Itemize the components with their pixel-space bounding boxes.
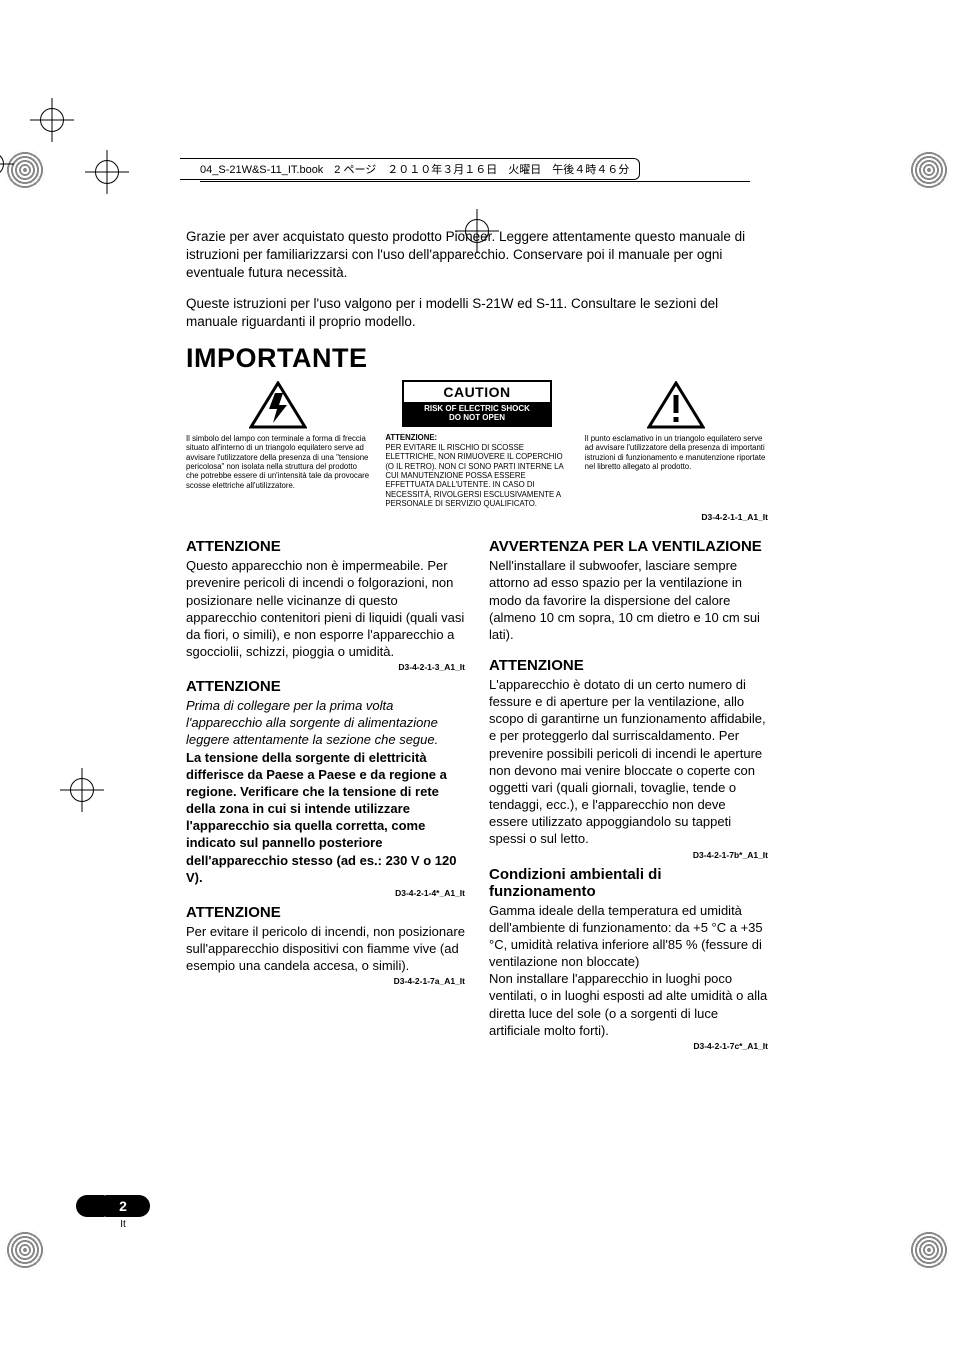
safety-col-caution: CAUTION RISK OF ELECTRIC SHOCK DO NOT OP… xyxy=(385,380,568,508)
left-c2: D3-4-2-1-4*_A1_It xyxy=(186,888,465,898)
page-number-badge: 2 xyxy=(96,1195,150,1217)
print-target-tr xyxy=(909,150,949,190)
shock-text: Il simbolo del lampo con terminale a for… xyxy=(186,434,369,490)
left-column: ATTENZIONE Questo apparecchio non è impe… xyxy=(186,534,465,1057)
doc-code-top: D3-4-2-1-1_A1_It xyxy=(186,512,768,522)
left-h1: ATTENZIONE xyxy=(186,538,465,555)
left-p3: La tensione della sorgente di elettricit… xyxy=(186,749,465,886)
caution-title: CAUTION xyxy=(404,382,550,402)
importante-heading: IMPORTANTE xyxy=(186,343,768,374)
left-h3: ATTENZIONE xyxy=(186,904,465,921)
shock-triangle-icon xyxy=(186,380,369,430)
crosshair-bottom-right xyxy=(0,142,14,186)
left-c3: D3-4-2-1-7a_A1_It xyxy=(186,976,465,986)
fold-line xyxy=(200,181,750,182)
safety-col-exclaim: Il punto esclamativo in un triangolo equ… xyxy=(585,380,768,471)
source-file-hint: 04_S-21W&S-11_IT.book 2 ページ ２０１０年３月１６日 火… xyxy=(180,158,640,180)
exclaim-text: Il punto esclamativo in un triangolo equ… xyxy=(585,434,768,471)
left-h2: ATTENZIONE xyxy=(186,678,465,695)
right-h3: Condizioni ambientali di funzionamento xyxy=(489,866,768,900)
right-h1: AVVERTENZA PER LA VENTILAZIONE xyxy=(489,538,768,555)
right-p1: Nell'installare il subwoofer, lasciare s… xyxy=(489,557,768,643)
caution-line2: DO NOT OPEN xyxy=(449,413,505,422)
left-p4: Per evitare il pericolo di incendi, non … xyxy=(186,923,465,974)
right-h2: ATTENZIONE xyxy=(489,657,768,674)
safety-triple-row: Il simbolo del lampo con terminale a for… xyxy=(186,380,768,508)
language-code: It xyxy=(120,1219,126,1230)
right-p3: Gamma ideale della temperatura ed umidit… xyxy=(489,902,768,971)
attenzione-head: ATTENZIONE: xyxy=(385,433,437,442)
two-column-body: ATTENZIONE Questo apparecchio non è impe… xyxy=(186,534,768,1057)
right-column: AVVERTENZA PER LA VENTILAZIONE Nell'inst… xyxy=(489,534,768,1057)
caution-box: CAUTION RISK OF ELECTRIC SHOCK DO NOT OP… xyxy=(402,380,552,427)
right-p4: Non installare l'apparecchio in luoghi p… xyxy=(489,970,768,1039)
print-target-bl xyxy=(5,1230,45,1270)
crosshair-left xyxy=(60,768,104,812)
exclamation-triangle-icon xyxy=(585,380,768,430)
attenzione-body: PER EVITARE IL RISCHIO DI SCOSSE ELETTRI… xyxy=(385,443,563,508)
safety-col-shock: Il simbolo del lampo con terminale a for… xyxy=(186,380,369,490)
page-content: Grazie per aver acquistato questo prodot… xyxy=(186,228,768,1057)
right-p2: L'apparecchio è dotato di un certo numer… xyxy=(489,676,768,848)
right-c1: D3-4-2-1-7b*_A1_It xyxy=(489,850,768,860)
caution-sub: RISK OF ELECTRIC SHOCK DO NOT OPEN xyxy=(404,402,550,425)
left-c1: D3-4-2-1-3_A1_It xyxy=(186,662,465,672)
intro-para-2: Queste istruzioni per l'uso valgono per … xyxy=(186,295,768,331)
left-p2: Prima di collegare per la prima volta l'… xyxy=(186,697,465,748)
attenzione-text: ATTENZIONE: PER EVITARE IL RISCHIO DI SC… xyxy=(385,433,568,508)
page-number: 2 xyxy=(119,1198,127,1214)
print-target-br xyxy=(909,1230,949,1270)
intro-para-1: Grazie per aver acquistato questo prodot… xyxy=(186,228,768,283)
caution-line1: RISK OF ELECTRIC SHOCK xyxy=(424,404,530,413)
left-p1: Questo apparecchio non è impermeabile. P… xyxy=(186,557,465,660)
page-footer: 2 It xyxy=(96,1195,150,1230)
right-c2: D3-4-2-1-7c*_A1_It xyxy=(489,1041,768,1051)
crosshair-bottom-left xyxy=(30,98,74,142)
crosshair-top-left xyxy=(85,150,129,194)
